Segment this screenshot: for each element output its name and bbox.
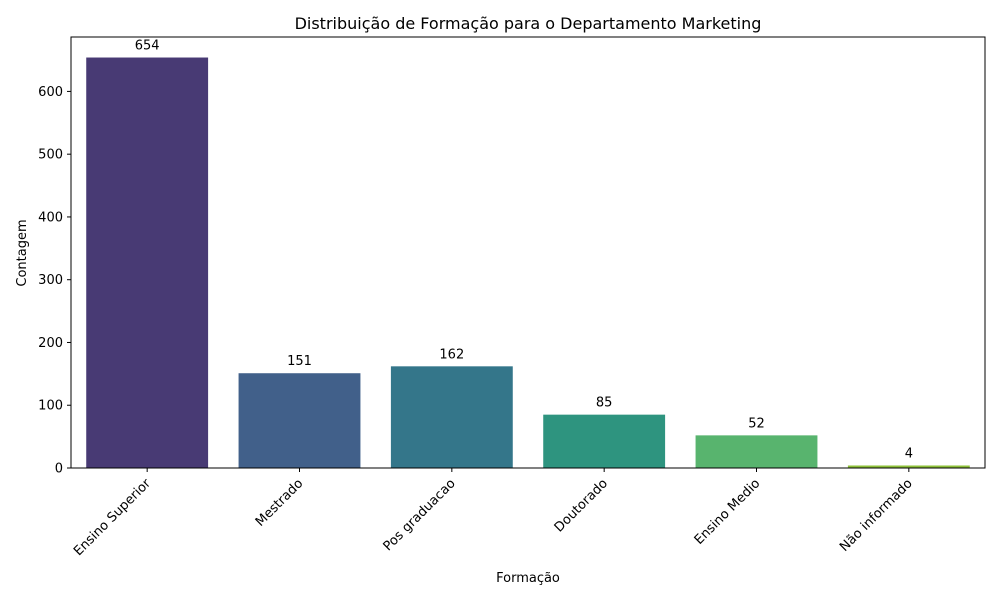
- bar: [695, 435, 818, 468]
- bar: [847, 465, 970, 468]
- plot-area: 654 151 162 85 52 4 0 100 200 300 400 500 600 Ensino …: [38, 36, 986, 559]
- x-axis-label: Formação: [496, 571, 560, 586]
- chart-title: Distribuição de Formação para o Departam…: [295, 14, 762, 33]
- x-tick-label: Não informado: [837, 476, 916, 555]
- data-label: 162: [439, 347, 464, 362]
- plot-frame: [70, 36, 986, 469]
- y-tick-label: 600: [38, 85, 63, 100]
- data-label: 151: [287, 354, 312, 369]
- bar: [543, 414, 666, 468]
- x-tick-label: Mestrado: [253, 476, 306, 529]
- bar: [238, 373, 361, 468]
- y-tick-label: 0: [55, 462, 63, 477]
- x-tick-label: Ensino Superior: [71, 476, 154, 559]
- bar: [86, 57, 209, 469]
- y-tick-label: 100: [38, 399, 63, 414]
- x-tick-label: Doutorado: [552, 476, 611, 535]
- y-axis-label: Contagem: [15, 219, 30, 286]
- data-label: 52: [748, 416, 765, 431]
- y-tick-label: 500: [38, 148, 63, 163]
- y-tick-label: 400: [38, 210, 63, 225]
- data-label: 85: [596, 396, 613, 411]
- x-tick-label: Pos graduacao: [381, 476, 459, 554]
- y-tick-label: 200: [38, 336, 63, 351]
- data-label: 4: [905, 446, 913, 461]
- bar: [390, 366, 513, 468]
- x-tick-label: Ensino Medio: [692, 476, 764, 548]
- y-tick-label: 300: [38, 273, 63, 288]
- data-label: 654: [135, 39, 160, 54]
